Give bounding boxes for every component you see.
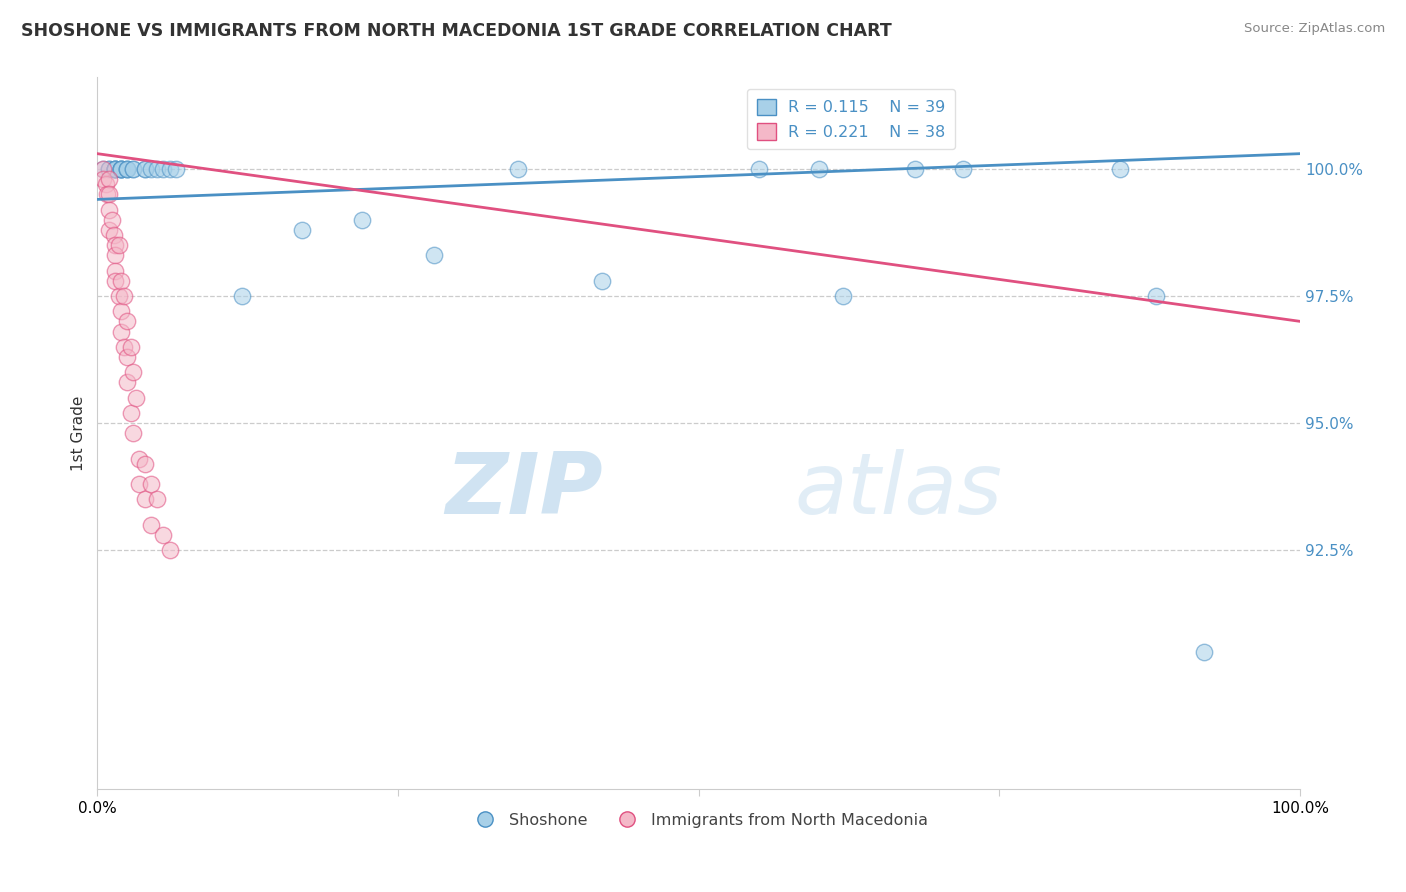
Point [98, 202, 121, 217]
Point [110, 161, 132, 176]
Point [125, 391, 148, 405]
Point [122, 426, 145, 441]
Point [952, 161, 974, 176]
Point [93, 161, 115, 176]
Point [159, 161, 181, 176]
Point [120, 340, 142, 354]
Point [110, 161, 132, 176]
Point [110, 325, 132, 339]
Point [98, 172, 121, 186]
Point [94, 177, 117, 191]
Point [98, 223, 121, 237]
Point [104, 161, 127, 176]
Point [110, 161, 132, 176]
Point [104, 161, 127, 176]
Point [291, 223, 314, 237]
Point [1192, 645, 1215, 659]
Point [141, 161, 163, 176]
Point [104, 238, 127, 252]
Point [134, 161, 156, 176]
Point [110, 304, 132, 318]
Point [101, 212, 124, 227]
Point [165, 161, 187, 176]
Point [108, 238, 131, 252]
Point [117, 350, 139, 364]
Point [592, 274, 614, 288]
Point [104, 161, 127, 176]
Point [1144, 289, 1167, 303]
Text: ZIP: ZIP [444, 449, 603, 532]
Point [134, 492, 156, 507]
Point [98, 187, 121, 202]
Point [508, 161, 530, 176]
Point [98, 161, 121, 176]
Point [112, 289, 135, 303]
Point [141, 477, 163, 491]
Point [807, 161, 830, 176]
Point [832, 289, 855, 303]
Text: Source: ZipAtlas.com: Source: ZipAtlas.com [1244, 22, 1385, 36]
Point [159, 543, 181, 558]
Point [122, 365, 145, 379]
Point [110, 161, 132, 176]
Point [96, 187, 118, 202]
Point [112, 340, 135, 354]
Text: SHOSHONE VS IMMIGRANTS FROM NORTH MACEDONIA 1ST GRADE CORRELATION CHART: SHOSHONE VS IMMIGRANTS FROM NORTH MACEDO… [21, 22, 891, 40]
Point [110, 274, 132, 288]
Point [1108, 161, 1130, 176]
Point [423, 248, 446, 262]
Point [117, 161, 139, 176]
Point [110, 161, 132, 176]
Point [122, 161, 145, 176]
Point [134, 457, 156, 471]
Point [350, 212, 373, 227]
Point [98, 161, 121, 176]
Point [104, 161, 127, 176]
Point [93, 172, 115, 186]
Point [134, 161, 156, 176]
Point [128, 477, 150, 491]
Legend: Shoshone, Immigrants from North Macedonia: Shoshone, Immigrants from North Macedoni… [463, 806, 935, 834]
Point [104, 248, 127, 262]
Y-axis label: 1st Grade: 1st Grade [72, 395, 86, 471]
Point [146, 161, 169, 176]
Point [128, 451, 150, 466]
Point [104, 274, 127, 288]
Point [141, 517, 163, 532]
Point [117, 376, 139, 390]
Point [103, 227, 125, 242]
Point [748, 161, 770, 176]
Point [231, 289, 253, 303]
Point [93, 161, 115, 176]
Point [117, 314, 139, 328]
Point [120, 406, 142, 420]
Point [108, 289, 131, 303]
Point [117, 161, 139, 176]
Point [104, 263, 127, 277]
Point [104, 161, 127, 176]
Point [904, 161, 927, 176]
Point [152, 528, 174, 542]
Text: atlas: atlas [794, 449, 1002, 532]
Point [146, 492, 169, 507]
Point [152, 161, 174, 176]
Point [122, 161, 145, 176]
Point [117, 161, 139, 176]
